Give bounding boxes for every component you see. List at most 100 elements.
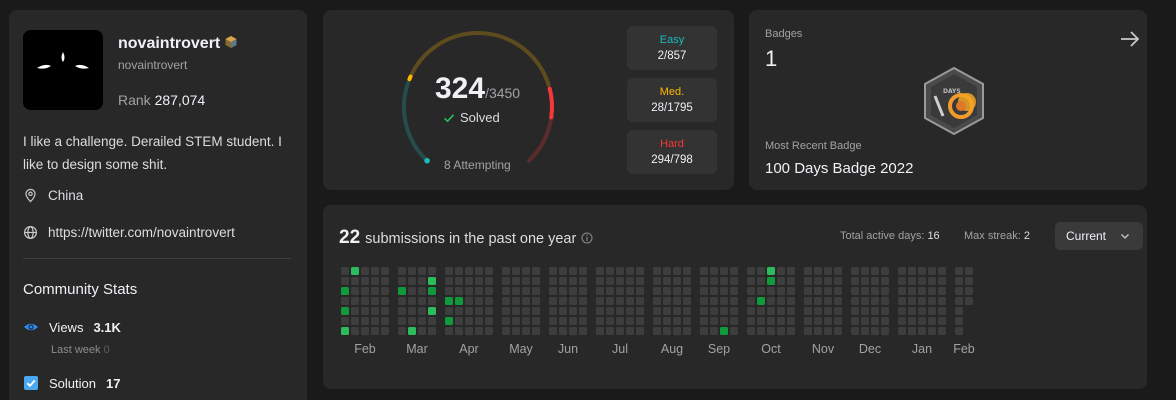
day-cell[interactable] — [730, 307, 738, 315]
day-cell[interactable] — [522, 287, 530, 295]
day-cell[interactable] — [928, 277, 936, 285]
day-cell[interactable] — [898, 327, 906, 335]
day-cell[interactable] — [720, 277, 728, 285]
day-cell[interactable] — [465, 297, 473, 305]
day-cell[interactable] — [824, 267, 832, 275]
day-cell[interactable] — [361, 327, 369, 335]
day-cell[interactable] — [700, 307, 708, 315]
day-cell[interactable] — [683, 297, 691, 305]
day-cell[interactable] — [938, 317, 946, 325]
day-cell[interactable] — [673, 267, 681, 275]
day-cell[interactable] — [341, 267, 349, 275]
day-cell[interactable] — [918, 317, 926, 325]
day-cell[interactable] — [579, 287, 587, 295]
day-cell[interactable] — [683, 317, 691, 325]
day-cell[interactable] — [898, 277, 906, 285]
day-cell[interactable] — [881, 287, 889, 295]
info-icon[interactable] — [581, 232, 593, 244]
day-cell[interactable] — [532, 297, 540, 305]
day-cell[interactable] — [455, 267, 463, 275]
day-cell[interactable] — [663, 297, 671, 305]
day-cell[interactable] — [814, 307, 822, 315]
day-cell[interactable] — [606, 297, 614, 305]
day-cell[interactable] — [549, 297, 557, 305]
day-cell[interactable] — [408, 287, 416, 295]
day-cell[interactable] — [834, 307, 842, 315]
day-cell[interactable] — [918, 267, 926, 275]
day-cell[interactable] — [455, 327, 463, 335]
day-cell[interactable] — [465, 327, 473, 335]
day-cell[interactable] — [928, 317, 936, 325]
day-cell[interactable] — [408, 277, 416, 285]
day-cell[interactable] — [418, 317, 426, 325]
day-cell[interactable] — [777, 297, 785, 305]
day-cell[interactable] — [965, 297, 973, 305]
day-cell[interactable] — [408, 267, 416, 275]
day-cell[interactable] — [814, 317, 822, 325]
day-cell[interactable] — [955, 297, 963, 305]
day-cell[interactable] — [928, 267, 936, 275]
day-cell[interactable] — [626, 317, 634, 325]
day-cell[interactable] — [559, 297, 567, 305]
day-cell[interactable] — [361, 287, 369, 295]
day-cell[interactable] — [569, 267, 577, 275]
day-cell[interactable] — [341, 297, 349, 305]
day-cell[interactable] — [851, 327, 859, 335]
day-cell[interactable] — [871, 277, 879, 285]
day-cell[interactable] — [757, 307, 765, 315]
day-cell[interactable] — [408, 307, 416, 315]
day-cell[interactable] — [569, 297, 577, 305]
day-cell[interactable] — [445, 327, 453, 335]
day-cell[interactable] — [757, 327, 765, 335]
day-cell[interactable] — [522, 317, 530, 325]
day-cell[interactable] — [465, 317, 473, 325]
day-cell[interactable] — [596, 307, 604, 315]
day-cell[interactable] — [710, 317, 718, 325]
day-cell[interactable] — [673, 327, 681, 335]
day-cell[interactable] — [626, 307, 634, 315]
day-cell[interactable] — [579, 327, 587, 335]
day-cell[interactable] — [814, 277, 822, 285]
day-cell[interactable] — [549, 317, 557, 325]
day-cell[interactable] — [965, 267, 973, 275]
day-cell[interactable] — [485, 307, 493, 315]
day-cell[interactable] — [767, 327, 775, 335]
arrow-right-icon[interactable] — [1119, 28, 1141, 50]
day-cell[interactable] — [398, 307, 406, 315]
day-cell[interactable] — [381, 277, 389, 285]
day-cell[interactable] — [549, 287, 557, 295]
day-cell[interactable] — [653, 287, 661, 295]
day-cell[interactable] — [653, 307, 661, 315]
day-cell[interactable] — [596, 327, 604, 335]
day-cell[interactable] — [663, 317, 671, 325]
day-cell[interactable] — [465, 277, 473, 285]
day-cell[interactable] — [871, 317, 879, 325]
day-cell[interactable] — [787, 307, 795, 315]
day-cell[interactable] — [522, 297, 530, 305]
day-cell[interactable] — [522, 307, 530, 315]
day-cell[interactable] — [371, 267, 379, 275]
day-cell[interactable] — [730, 287, 738, 295]
day-cell[interactable] — [559, 277, 567, 285]
day-cell[interactable] — [596, 287, 604, 295]
day-cell[interactable] — [653, 267, 661, 275]
day-cell[interactable] — [730, 277, 738, 285]
day-cell[interactable] — [381, 297, 389, 305]
day-cell[interactable] — [861, 297, 869, 305]
day-cell[interactable] — [626, 297, 634, 305]
day-cell[interactable] — [747, 267, 755, 275]
day-cell[interactable] — [804, 317, 812, 325]
day-cell[interactable] — [616, 287, 624, 295]
day-cell[interactable] — [928, 297, 936, 305]
website-row[interactable]: https://twitter.com/novaintrovert — [23, 225, 235, 240]
day-cell[interactable] — [804, 327, 812, 335]
day-cell[interactable] — [512, 287, 520, 295]
day-cell[interactable] — [918, 327, 926, 335]
day-cell[interactable] — [475, 317, 483, 325]
day-cell[interactable] — [955, 267, 963, 275]
day-cell[interactable] — [881, 267, 889, 275]
day-cell[interactable] — [475, 327, 483, 335]
day-cell[interactable] — [549, 307, 557, 315]
day-cell[interactable] — [361, 307, 369, 315]
day-cell[interactable] — [351, 317, 359, 325]
